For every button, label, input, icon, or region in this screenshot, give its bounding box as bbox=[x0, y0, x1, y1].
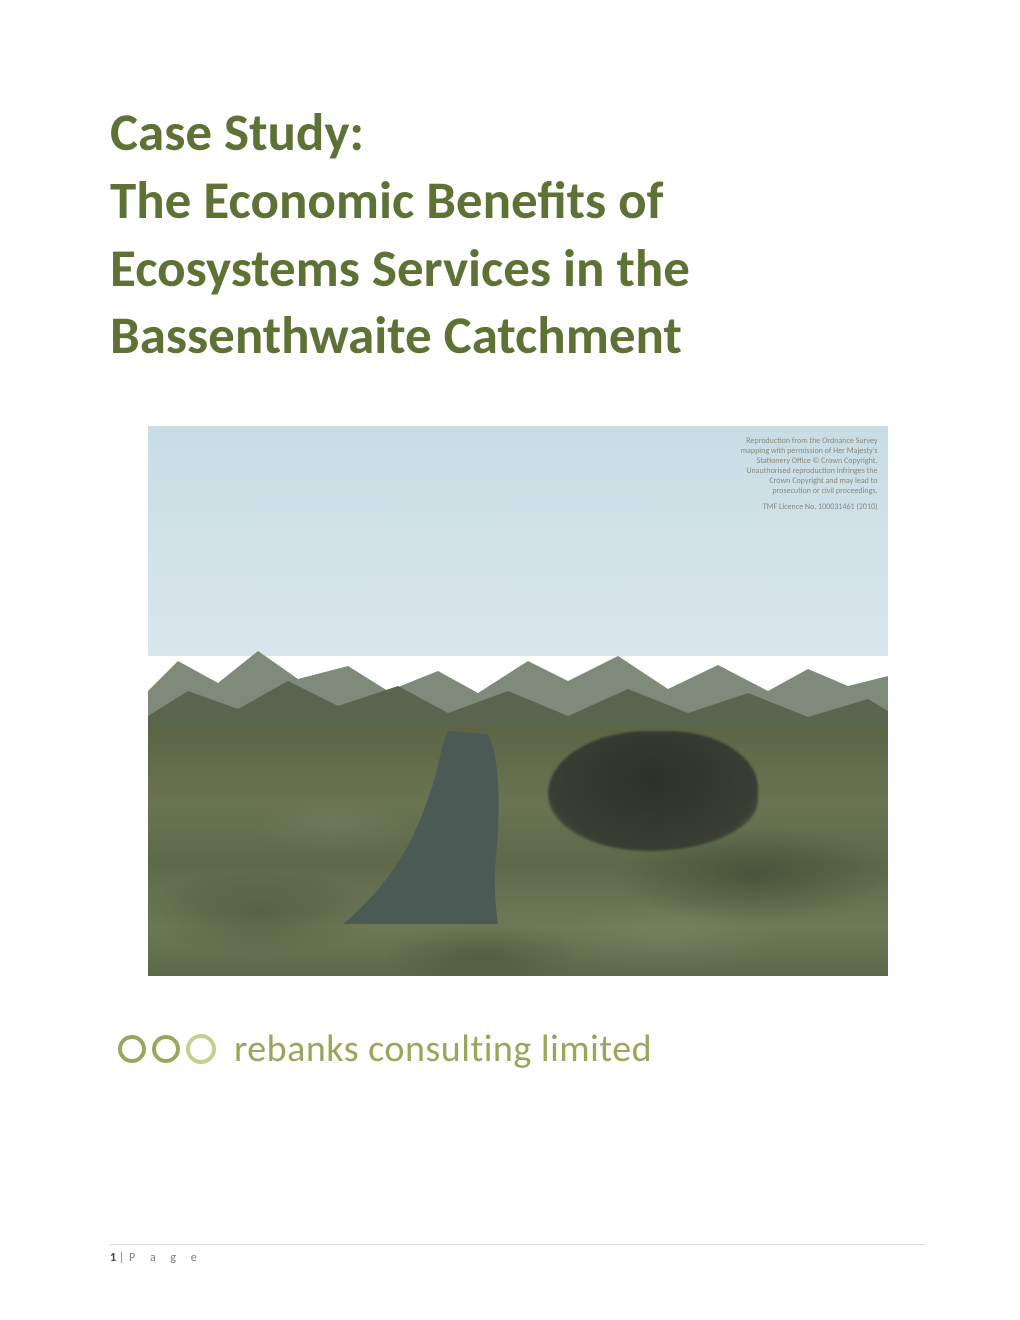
copyright-line: Stationery Office © Crown Copyright. bbox=[668, 456, 878, 466]
document-page: Case Study: The Economic Benefits of Eco… bbox=[0, 0, 1020, 1320]
dark-hill-mass bbox=[548, 731, 758, 851]
figure-container: Reproduction from the Ordnance Survey ma… bbox=[110, 426, 925, 976]
company-logo: rebanks consulting limited bbox=[118, 1026, 925, 1072]
copyright-line: mapping with permission of Her Majesty's bbox=[668, 446, 878, 456]
title-line-4: Bassenthwaite Catchment bbox=[110, 303, 925, 371]
title-block: Case Study: The Economic Benefits of Eco… bbox=[110, 100, 925, 371]
page-word: P a g e bbox=[129, 1251, 203, 1265]
title-line-3: Ecosystems Services in the bbox=[110, 236, 925, 304]
logo-circles-icon bbox=[118, 1034, 216, 1064]
copyright-box: Reproduction from the Ordnance Survey ma… bbox=[668, 436, 878, 512]
terrain-figure: Reproduction from the Ordnance Survey ma… bbox=[148, 426, 888, 976]
mountain-range bbox=[148, 621, 888, 741]
title-line-2: The Economic Benefits of bbox=[110, 168, 925, 236]
logo-text: rebanks consulting limited bbox=[234, 1026, 652, 1072]
copyright-line: Crown Copyright and may lead to bbox=[668, 476, 878, 486]
lake-shape bbox=[148, 726, 888, 926]
copyright-line: prosecution or civil proceedings. bbox=[668, 486, 878, 496]
page-separator: | bbox=[116, 1251, 127, 1265]
page-footer: 1 | P a g e bbox=[110, 1244, 925, 1265]
license-line: TMF Licence No. 100031461 (2010) bbox=[668, 502, 878, 512]
copyright-line: Unauthorised reproduction infringes the bbox=[668, 466, 878, 476]
title-line-1: Case Study: bbox=[110, 100, 925, 168]
copyright-line: Reproduction from the Ordnance Survey bbox=[668, 436, 878, 446]
